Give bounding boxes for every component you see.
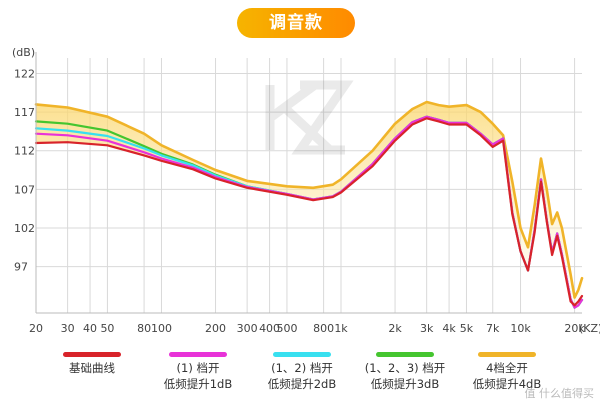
legend-item: 4档全开低频提升4dB bbox=[455, 352, 559, 392]
legend-item: (1) 档开 低频提升1dB bbox=[146, 352, 250, 392]
chart-grid bbox=[35, 58, 582, 313]
chart-title: 调音款 bbox=[237, 8, 355, 38]
legend-sublabel: 低频提升3dB bbox=[370, 377, 440, 391]
x-tick-label: 5k bbox=[460, 322, 474, 335]
x-tick-label: 20k bbox=[564, 322, 585, 335]
legend-sublabel: 低频提升1dB bbox=[163, 377, 233, 391]
x-tick-label: 7k bbox=[486, 322, 500, 335]
legend-swatch bbox=[478, 352, 536, 357]
x-tick-label: 3k bbox=[420, 322, 434, 335]
series-line-0 bbox=[34, 100, 584, 299]
x-tick-label: 10k bbox=[510, 322, 531, 335]
series-layer bbox=[34, 100, 584, 309]
legend-swatch bbox=[273, 352, 331, 357]
legend-item: (1、2) 档开 低频提升2dB bbox=[250, 352, 354, 392]
x-tick-label: 100 bbox=[151, 322, 172, 335]
legend-label: 基础曲线 bbox=[69, 361, 115, 375]
x-tick-label: 300 bbox=[237, 322, 258, 335]
x-tick-label: 20 bbox=[29, 322, 43, 335]
legend-sublabel: 低频提升2dB bbox=[267, 377, 337, 391]
y-tick-label: 97 bbox=[14, 261, 28, 274]
x-tick-label: 40 bbox=[83, 322, 97, 335]
y-tick-label: 122 bbox=[14, 67, 35, 80]
series-line-4 bbox=[34, 117, 584, 307]
legend-label: (1) 档开 bbox=[176, 361, 220, 375]
kz-logo-watermark bbox=[265, 80, 354, 155]
y-tick-label: 107 bbox=[14, 183, 35, 196]
legend-swatch bbox=[169, 352, 227, 357]
x-tick-label: 50 bbox=[100, 322, 114, 335]
legend-swatch bbox=[63, 352, 121, 357]
legend-swatch bbox=[376, 352, 434, 357]
x-tick-label: 2k bbox=[388, 322, 402, 335]
x-axis-unit-label: (KZ) bbox=[579, 322, 600, 335]
legend-sublabel: 低频提升4dB bbox=[472, 377, 542, 391]
y-axis-label: (dB) bbox=[12, 46, 35, 59]
x-tick-label: 80 bbox=[137, 322, 151, 335]
x-tick-label: 800 bbox=[313, 322, 334, 335]
x-tick-label: 4k bbox=[442, 322, 456, 335]
watermark: 值 什么值得买 bbox=[524, 387, 595, 400]
y-tick-label: 112 bbox=[14, 145, 35, 158]
legend-label: (1、2) 档开 bbox=[271, 361, 333, 375]
x-tick-label: 500 bbox=[276, 322, 297, 335]
x-tick-label: 200 bbox=[205, 322, 226, 335]
legend-label: 4档全开 bbox=[486, 361, 528, 375]
x-tick-label: 1k bbox=[334, 322, 348, 335]
legend-item: 基础曲线 bbox=[40, 352, 144, 376]
x-tick-label: 400 bbox=[259, 322, 280, 335]
legend-label: (1、2、3) 档开 bbox=[364, 361, 446, 375]
y-tick-label: 117 bbox=[14, 106, 35, 119]
x-tick-label: 30 bbox=[61, 322, 75, 335]
legend-item: (1、2、3) 档开 低频提升3dB bbox=[353, 352, 457, 392]
y-tick-label: 102 bbox=[14, 222, 35, 235]
max-boost-area bbox=[36, 102, 582, 306]
